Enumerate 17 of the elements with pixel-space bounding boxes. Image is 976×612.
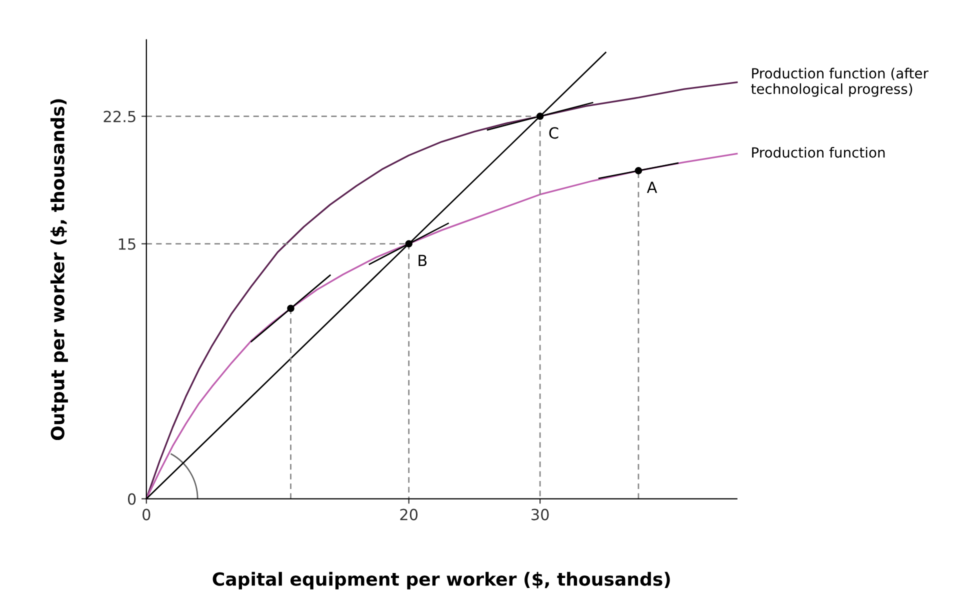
point [634,167,642,174]
point [536,112,544,120]
y-axis-title: Output per worker ($, thousands) [50,99,68,440]
annotation: B [418,254,427,266]
x-tick-label: 30 [532,508,549,520]
y-tick-label: 15 [118,238,136,250]
x-tick-label: 0 [142,508,150,520]
series-label: Production function (after technological progress) [751,68,928,97]
x-axis-title: Capital equipment per worker ($, thousands) [212,572,670,590]
y-tick-label: 0 [128,493,136,505]
series-label: Production function [752,146,885,158]
point [405,240,412,248]
point [287,304,294,312]
x-tick-label: 20 [400,508,418,520]
annotation: C [549,127,558,139]
annotation: A [646,182,658,193]
y-tick-label: 22.5 [104,110,136,122]
